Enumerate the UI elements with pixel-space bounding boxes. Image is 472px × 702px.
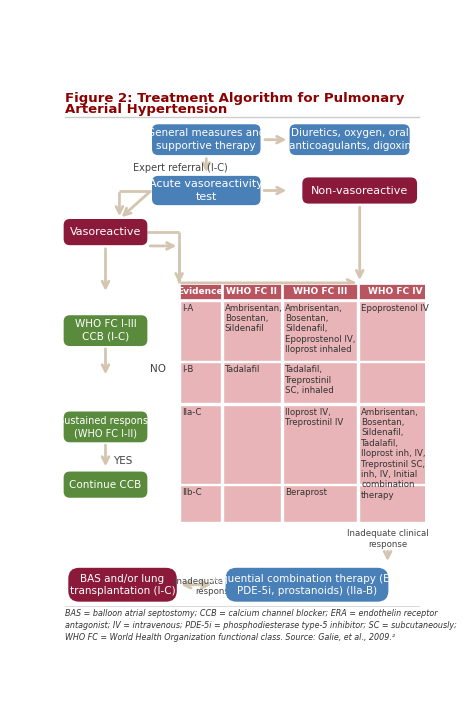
FancyBboxPatch shape bbox=[283, 284, 357, 299]
FancyBboxPatch shape bbox=[152, 176, 261, 205]
Text: Beraprost: Beraprost bbox=[285, 489, 327, 498]
Text: Arterial Hypertension: Arterial Hypertension bbox=[65, 103, 228, 117]
FancyBboxPatch shape bbox=[64, 411, 147, 442]
FancyBboxPatch shape bbox=[359, 300, 432, 361]
FancyBboxPatch shape bbox=[152, 124, 261, 155]
FancyBboxPatch shape bbox=[180, 300, 221, 361]
Text: Inadequate clinical
response: Inadequate clinical response bbox=[174, 577, 255, 597]
Text: Ambrisentan,
Bosentan,
Sildenafil,
Epoprostenol IV,
Iloprost inhaled: Ambrisentan, Bosentan, Sildenafil, Epopr… bbox=[285, 304, 356, 355]
FancyBboxPatch shape bbox=[68, 568, 177, 602]
Text: Expert referral (I-C): Expert referral (I-C) bbox=[133, 163, 228, 173]
FancyBboxPatch shape bbox=[283, 404, 357, 484]
FancyBboxPatch shape bbox=[289, 124, 410, 155]
Text: Evidence: Evidence bbox=[177, 287, 223, 296]
Text: BAS = balloon atrial septostomy; CCB = calcium channel blocker; ERA = endothelin: BAS = balloon atrial septostomy; CCB = c… bbox=[65, 609, 457, 642]
FancyBboxPatch shape bbox=[222, 362, 281, 403]
FancyBboxPatch shape bbox=[222, 300, 281, 361]
Text: Inadequate clinical
response: Inadequate clinical response bbox=[347, 529, 429, 549]
Text: WHO FC III: WHO FC III bbox=[293, 287, 347, 296]
FancyBboxPatch shape bbox=[359, 362, 432, 403]
FancyBboxPatch shape bbox=[222, 485, 281, 522]
FancyBboxPatch shape bbox=[64, 472, 147, 498]
Text: Iloprost IV,
Treprostinil IV: Iloprost IV, Treprostinil IV bbox=[285, 408, 344, 427]
Text: I-A: I-A bbox=[182, 304, 194, 312]
Text: Tadalafil: Tadalafil bbox=[225, 365, 260, 374]
FancyBboxPatch shape bbox=[180, 404, 221, 484]
FancyBboxPatch shape bbox=[283, 362, 357, 403]
Text: NO: NO bbox=[151, 364, 167, 374]
FancyBboxPatch shape bbox=[283, 300, 357, 361]
Text: General measures and
supportive therapy: General measures and supportive therapy bbox=[147, 128, 265, 151]
Text: IIb-C: IIb-C bbox=[182, 489, 202, 498]
Text: I-B: I-B bbox=[182, 365, 194, 374]
Text: Sequential combination therapy (ERA,
PDE-5i, prostanoids) (IIa-B): Sequential combination therapy (ERA, PDE… bbox=[208, 574, 406, 596]
Text: WHO FC IV: WHO FC IV bbox=[368, 287, 422, 296]
FancyBboxPatch shape bbox=[222, 284, 281, 299]
Text: Non-vasoreactive: Non-vasoreactive bbox=[311, 185, 408, 195]
Text: Tadalafil,
Treprostinil
SC, inhaled: Tadalafil, Treprostinil SC, inhaled bbox=[285, 365, 334, 395]
FancyBboxPatch shape bbox=[283, 485, 357, 522]
Text: IIa-C: IIa-C bbox=[182, 408, 202, 417]
Text: Continue CCB: Continue CCB bbox=[69, 479, 142, 489]
FancyBboxPatch shape bbox=[226, 568, 388, 602]
Text: Sustained response
(WHO FC I-II): Sustained response (WHO FC I-II) bbox=[58, 416, 153, 438]
Text: WHO FC II: WHO FC II bbox=[227, 287, 278, 296]
Text: Acute vasoreactivity
test: Acute vasoreactivity test bbox=[149, 179, 263, 201]
FancyBboxPatch shape bbox=[359, 485, 432, 522]
Text: Ambrisentan,
Bosentan,
Sildenafil: Ambrisentan, Bosentan, Sildenafil bbox=[225, 304, 283, 333]
FancyBboxPatch shape bbox=[303, 178, 417, 204]
Text: YES: YES bbox=[113, 456, 133, 466]
FancyBboxPatch shape bbox=[359, 404, 432, 484]
FancyBboxPatch shape bbox=[359, 284, 432, 299]
Text: WHO FC I-III
CCB (I-C): WHO FC I-III CCB (I-C) bbox=[75, 319, 136, 342]
FancyBboxPatch shape bbox=[64, 315, 147, 346]
FancyBboxPatch shape bbox=[64, 219, 147, 245]
FancyBboxPatch shape bbox=[180, 485, 221, 522]
FancyBboxPatch shape bbox=[222, 404, 281, 484]
Text: BAS and/or lung
transplantation (I-C): BAS and/or lung transplantation (I-C) bbox=[70, 574, 176, 596]
FancyBboxPatch shape bbox=[180, 284, 221, 299]
FancyBboxPatch shape bbox=[180, 362, 221, 403]
Text: Ambrisentan,
Bosentan,
Sildenafil,
Tadalafil,
Iloprost inh, IV,
Treprostinil SC,: Ambrisentan, Bosentan, Sildenafil, Tadal… bbox=[361, 408, 426, 500]
Text: Diuretics, oxygen, oral
anticoagulants, digoxin: Diuretics, oxygen, oral anticoagulants, … bbox=[288, 128, 411, 151]
Text: Vasoreactive: Vasoreactive bbox=[70, 227, 141, 237]
Text: Figure 2: Treatment Algorithm for Pulmonary: Figure 2: Treatment Algorithm for Pulmon… bbox=[65, 92, 405, 105]
Text: Epoprostenol IV: Epoprostenol IV bbox=[361, 304, 429, 312]
